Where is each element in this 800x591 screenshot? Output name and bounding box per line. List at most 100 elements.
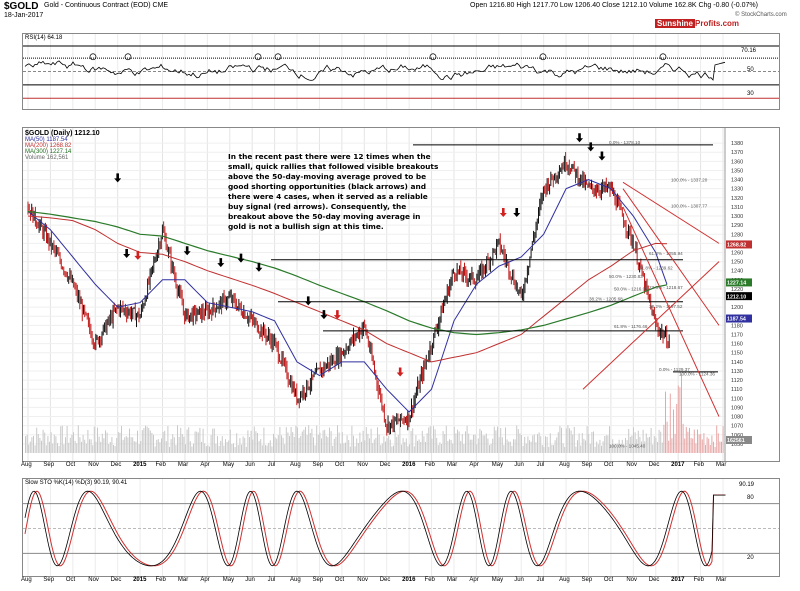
volume-bar xyxy=(722,426,724,453)
volume-bar xyxy=(285,427,287,453)
black-arrow-icon xyxy=(513,208,521,218)
volume-bar xyxy=(413,446,415,453)
volume-bar xyxy=(506,439,508,453)
volume-bar xyxy=(346,435,348,453)
chart-symbol: $GOLD xyxy=(4,1,39,12)
volume-bar xyxy=(221,436,223,453)
volume-bar xyxy=(90,439,92,453)
sto-x-tick-label: Sep xyxy=(312,577,324,583)
volume-bar xyxy=(329,427,330,453)
volume-bar xyxy=(543,446,545,453)
volume-bar xyxy=(585,440,586,453)
price-x-tick-label: May xyxy=(222,462,235,468)
volume-bar xyxy=(407,446,409,453)
price-y-tick-label: 1260 xyxy=(731,250,743,256)
volume-bar xyxy=(719,441,721,453)
volume-bar xyxy=(353,435,354,453)
fib-level-label: 100.0% - 1045.40 xyxy=(609,443,646,448)
sto-x-tick-label: Sep xyxy=(43,577,55,583)
price-x-tick-label: Oct xyxy=(65,462,76,468)
volume-bar xyxy=(581,433,583,453)
volume-bar xyxy=(250,430,252,453)
fib-level-label: 0.0% - 1378.10 xyxy=(609,140,641,145)
price-x-tick-label: Jun xyxy=(245,462,255,468)
sto-x-tick-label: 2015 xyxy=(133,577,147,583)
volume-bar xyxy=(644,441,646,453)
volume-bar xyxy=(39,437,41,453)
price-y-tick-label: 1070 xyxy=(731,424,743,430)
sto-x-tick-label: Mar xyxy=(716,577,727,583)
volume-bar xyxy=(721,441,722,453)
volume-bar xyxy=(257,432,258,453)
volume-bar xyxy=(359,432,361,453)
volume-bar xyxy=(561,427,562,453)
rsi-circle-marker xyxy=(124,53,132,61)
volume-bar xyxy=(122,439,124,453)
volume-bar xyxy=(385,441,386,453)
volume-bar xyxy=(362,430,364,453)
volume-bar xyxy=(570,430,572,453)
price-x-tick-label: Aug xyxy=(559,462,570,468)
sto-right-label-20: 20 xyxy=(747,555,754,561)
price-x-tick-label: Aug xyxy=(290,462,301,468)
volume-bar xyxy=(709,445,711,453)
stochastic-plot xyxy=(23,479,779,576)
volume-bar xyxy=(596,441,598,453)
volume-bar xyxy=(311,428,313,453)
volume-bar xyxy=(369,438,370,453)
volume-bar xyxy=(335,436,337,453)
volume-bar xyxy=(146,426,148,453)
volume-bar xyxy=(212,428,214,453)
volume-bar xyxy=(449,439,450,453)
volume-bar xyxy=(634,432,636,453)
volume-bar xyxy=(316,425,318,453)
volume-bar xyxy=(98,436,100,453)
volume-bar xyxy=(140,441,142,453)
sto-x-tick-label: Feb xyxy=(693,577,704,583)
price-x-tick-label: Mar xyxy=(177,462,189,468)
volume-bar xyxy=(623,444,625,453)
fib-level-label: 50.0% - 1216.97 xyxy=(614,287,648,292)
volume-bar xyxy=(508,441,510,453)
volume-bar xyxy=(378,434,380,453)
volume-bar xyxy=(103,438,105,453)
volume-bar xyxy=(493,426,495,453)
volume-bar xyxy=(586,426,588,453)
volume-bar xyxy=(693,429,695,453)
volume-bar xyxy=(49,441,50,453)
volume-bar xyxy=(610,445,612,453)
rsi-circle-marker xyxy=(89,53,97,61)
volume-bar xyxy=(605,435,607,453)
volume-bar xyxy=(463,444,465,453)
black-arrow-icon xyxy=(304,296,312,306)
black-arrow-icon xyxy=(255,262,263,272)
black-arrow-icon xyxy=(576,133,584,143)
volume-bar xyxy=(301,431,303,453)
volume-bar xyxy=(125,436,127,453)
fib-level-label: 61.8% - 1239.62 xyxy=(639,266,673,271)
volume-bar xyxy=(357,442,359,453)
price-x-tick-label: May xyxy=(491,462,504,468)
price-x-tick-label: Apr xyxy=(469,462,479,468)
volume-bar xyxy=(161,438,162,453)
red-arrow-icon xyxy=(333,310,341,320)
volume-bar xyxy=(453,426,455,453)
black-arrow-icon xyxy=(183,246,191,256)
volume-bar xyxy=(497,426,498,453)
volume-bar xyxy=(516,425,518,453)
volume-bar xyxy=(541,444,543,453)
rsi-circle-marker xyxy=(274,53,282,61)
volume-bar xyxy=(685,427,687,453)
volume-bar xyxy=(100,441,102,453)
volume-bar xyxy=(205,446,207,453)
volume-bar xyxy=(657,442,658,453)
volume-bar xyxy=(121,425,122,453)
volume-bar xyxy=(143,428,145,453)
volume-bar xyxy=(381,443,383,453)
volume-bar xyxy=(173,437,175,453)
volume-bar xyxy=(325,435,327,453)
volume-bar xyxy=(661,442,663,453)
volume-bar xyxy=(239,438,241,453)
rsi-line xyxy=(24,60,726,81)
volume-bar xyxy=(457,429,458,453)
